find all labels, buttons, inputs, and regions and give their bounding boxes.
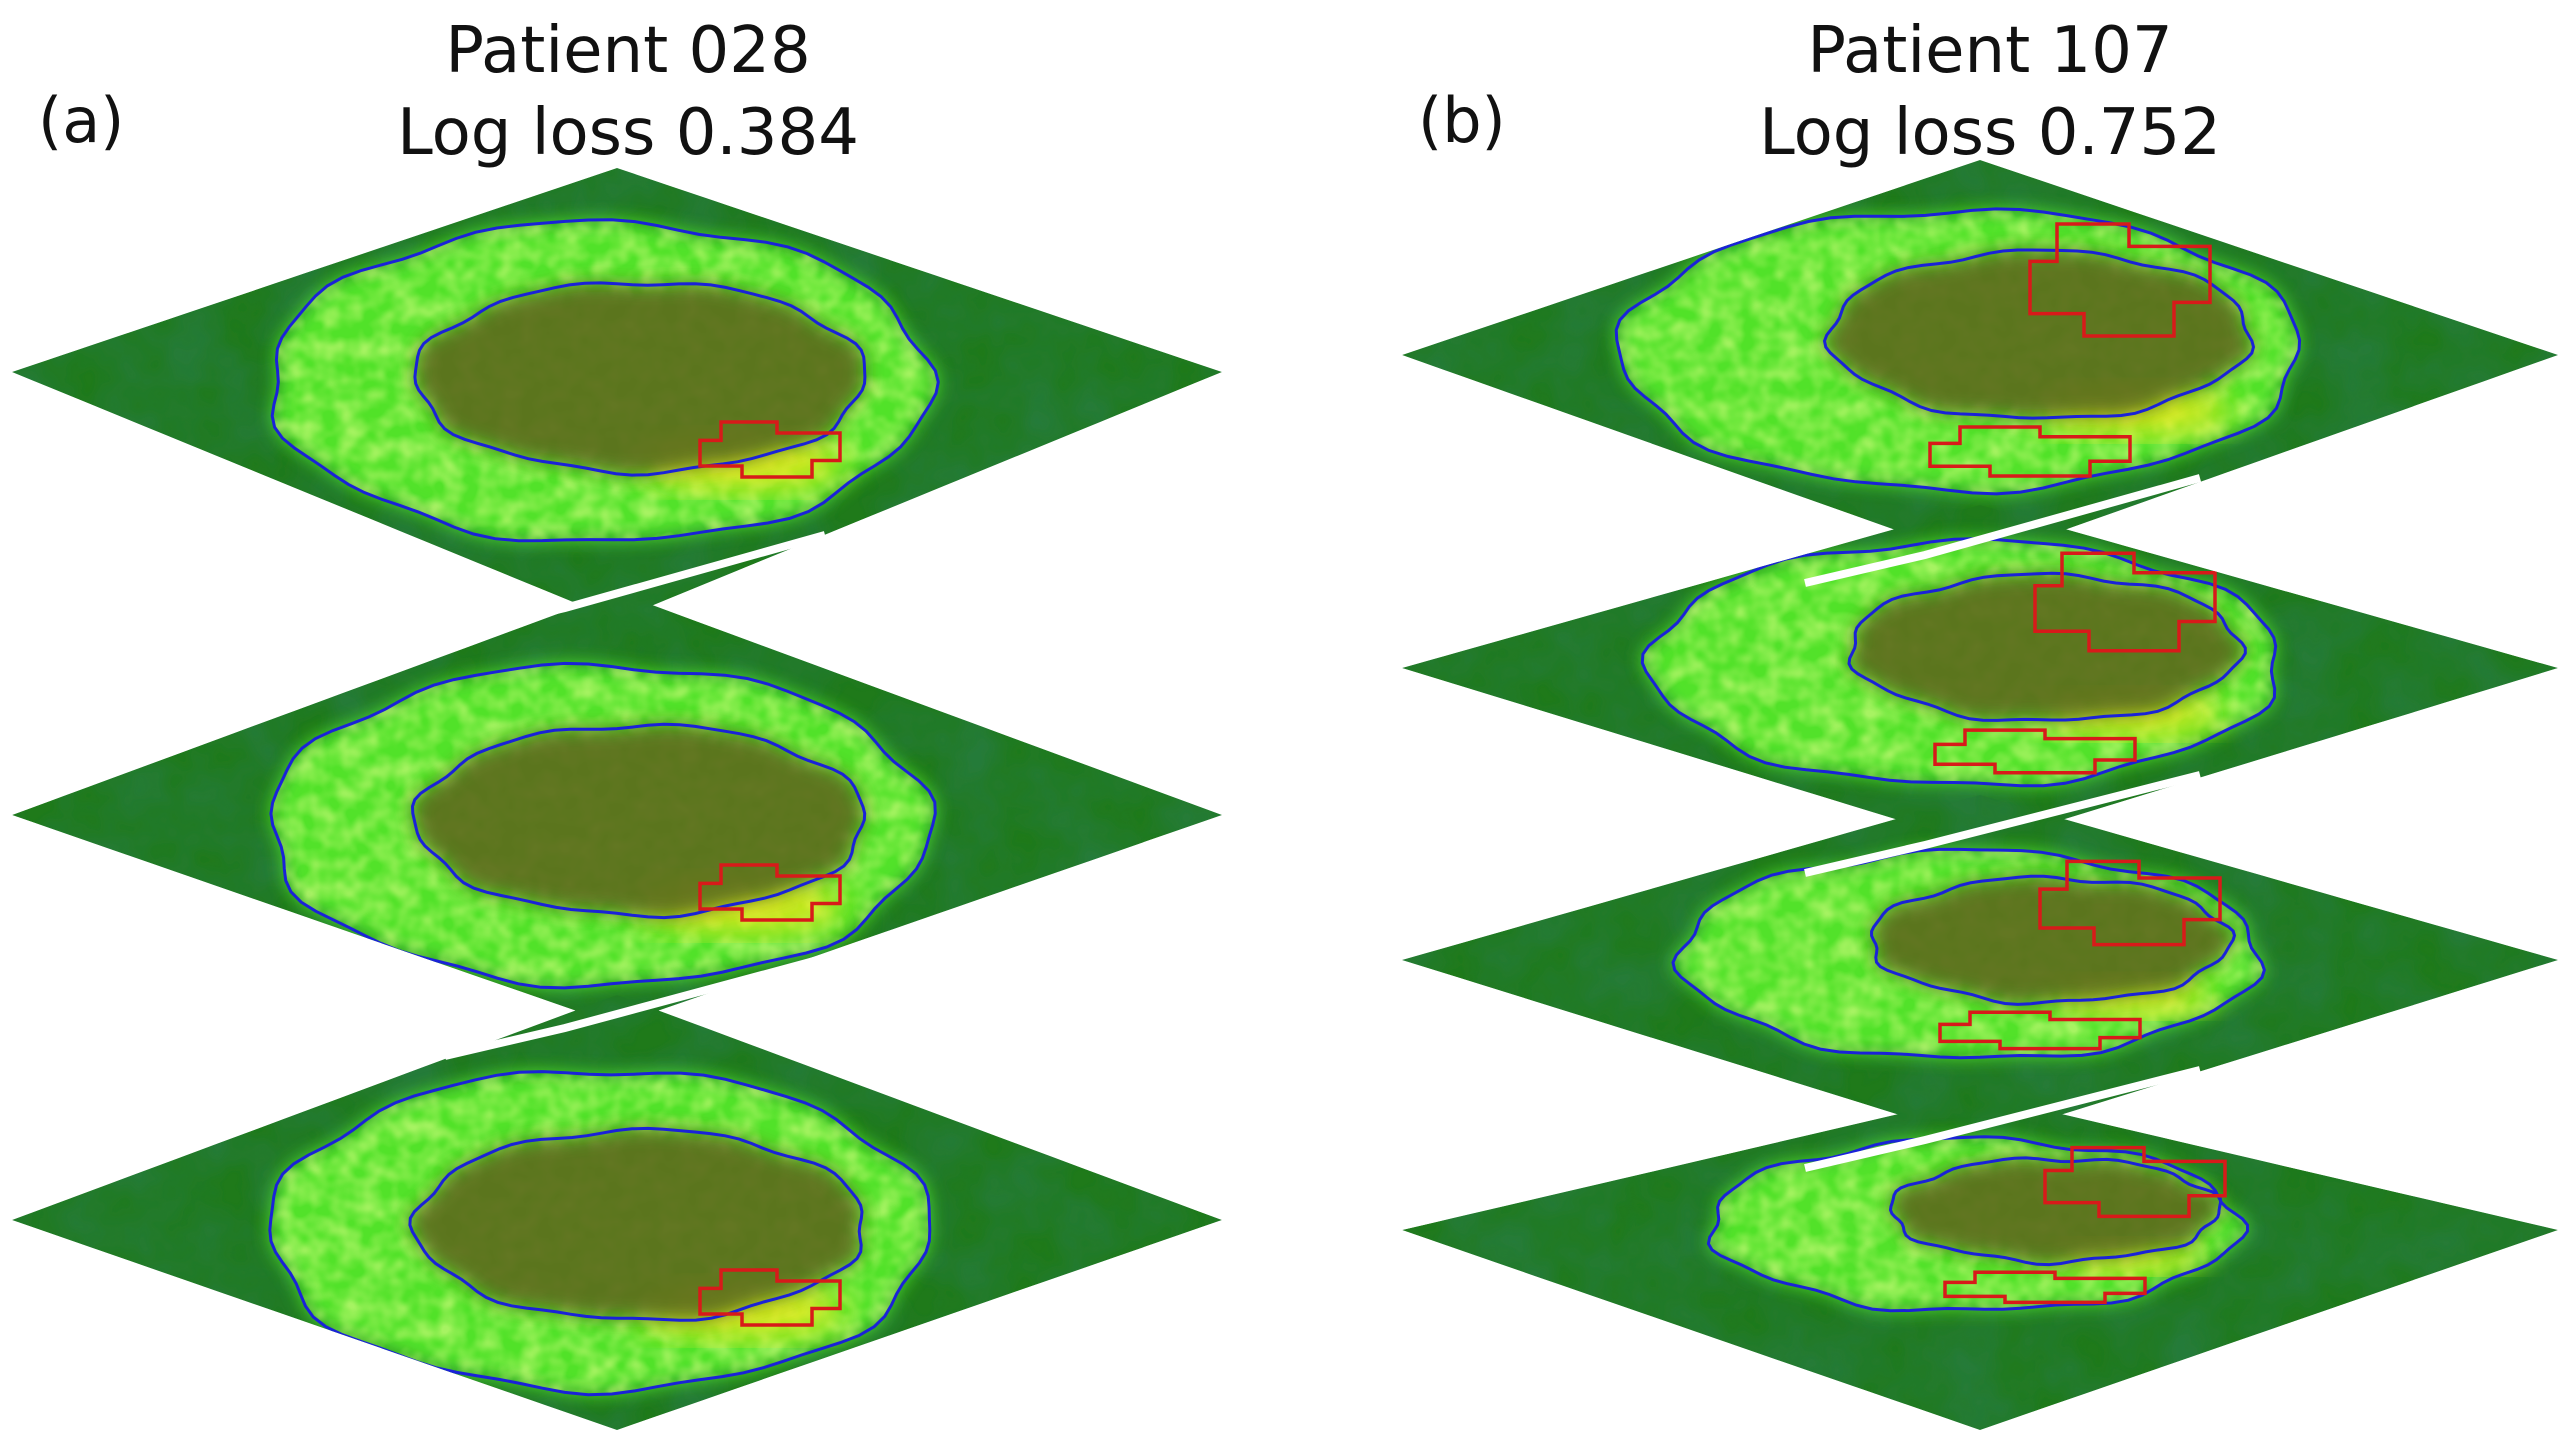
inner-contour xyxy=(1822,248,2256,420)
panel-a-title: Patient 028 Log loss 0.384 xyxy=(228,10,1028,174)
lesion-contour xyxy=(1943,1270,2147,1305)
outer-contour xyxy=(1706,1135,2249,1313)
inner-contour xyxy=(408,1126,864,1322)
panel-b-patient: Patient 107 xyxy=(1807,14,2173,88)
inner-contour xyxy=(1888,1156,2223,1267)
lesion-contour xyxy=(698,863,842,922)
outer-contour xyxy=(268,1070,932,1397)
outer-contour xyxy=(1671,847,2266,1060)
outer-contour xyxy=(270,218,940,543)
panel-a-separator-2 xyxy=(444,954,827,1060)
inner-contour xyxy=(410,722,867,920)
lesion-contour xyxy=(698,420,842,479)
cavity-region xyxy=(414,282,865,476)
lesion-contour xyxy=(1933,728,2137,775)
lesion-contour xyxy=(1928,425,2132,478)
panel-a-label: (a) xyxy=(38,84,125,157)
outer-contour xyxy=(1640,537,2278,788)
panel-b-slices xyxy=(1402,160,2558,1430)
inner-contour xyxy=(1870,874,2237,1006)
lesion-contour xyxy=(2028,222,2212,338)
inner-contour xyxy=(1847,571,2247,722)
cavity-region xyxy=(1890,1157,2221,1265)
panel-b-logloss: Log loss 0.752 xyxy=(1759,96,2221,170)
outer-contour xyxy=(269,661,937,990)
panel-b-separator-2 xyxy=(1804,771,2201,877)
lesion-contour xyxy=(2033,551,2217,653)
panel-a-patient: Patient 028 xyxy=(445,14,811,88)
panel-a-slice-3 xyxy=(12,995,1222,1430)
lesion-contour xyxy=(2038,859,2222,947)
panel-b-separator-3 xyxy=(1804,1066,2201,1172)
inner-contour xyxy=(413,281,867,477)
outer-contour xyxy=(1614,207,2302,496)
cavity-region xyxy=(1824,250,2254,419)
panel-b-label: (b) xyxy=(1418,84,1506,157)
panel-a-slice-2 xyxy=(12,592,1222,1025)
panel-a-slices xyxy=(12,168,1222,1430)
panel-b-slice-4 xyxy=(1402,1095,2558,1430)
panel-b-slice-3 xyxy=(1402,795,2558,1140)
panel-a-slice-1 xyxy=(12,168,1222,620)
panel-b-slice-2 xyxy=(1402,505,2558,845)
cavity-region xyxy=(409,1128,862,1321)
lesion-contour xyxy=(2043,1145,2227,1219)
cavity-region xyxy=(1871,876,2235,1005)
panel-b-title: Patient 107 Log loss 0.752 xyxy=(1590,10,2390,174)
panel-a-logloss: Log loss 0.384 xyxy=(397,96,859,170)
cavity-region xyxy=(412,724,865,918)
panel-a-separator-1 xyxy=(444,531,827,640)
lesion-contour xyxy=(1938,1010,2142,1051)
panel-b-separator-1 xyxy=(1804,474,2202,587)
panel-b-slice-1 xyxy=(1402,160,2558,560)
cavity-region xyxy=(1849,573,2246,721)
lesion-contour xyxy=(698,1268,842,1327)
